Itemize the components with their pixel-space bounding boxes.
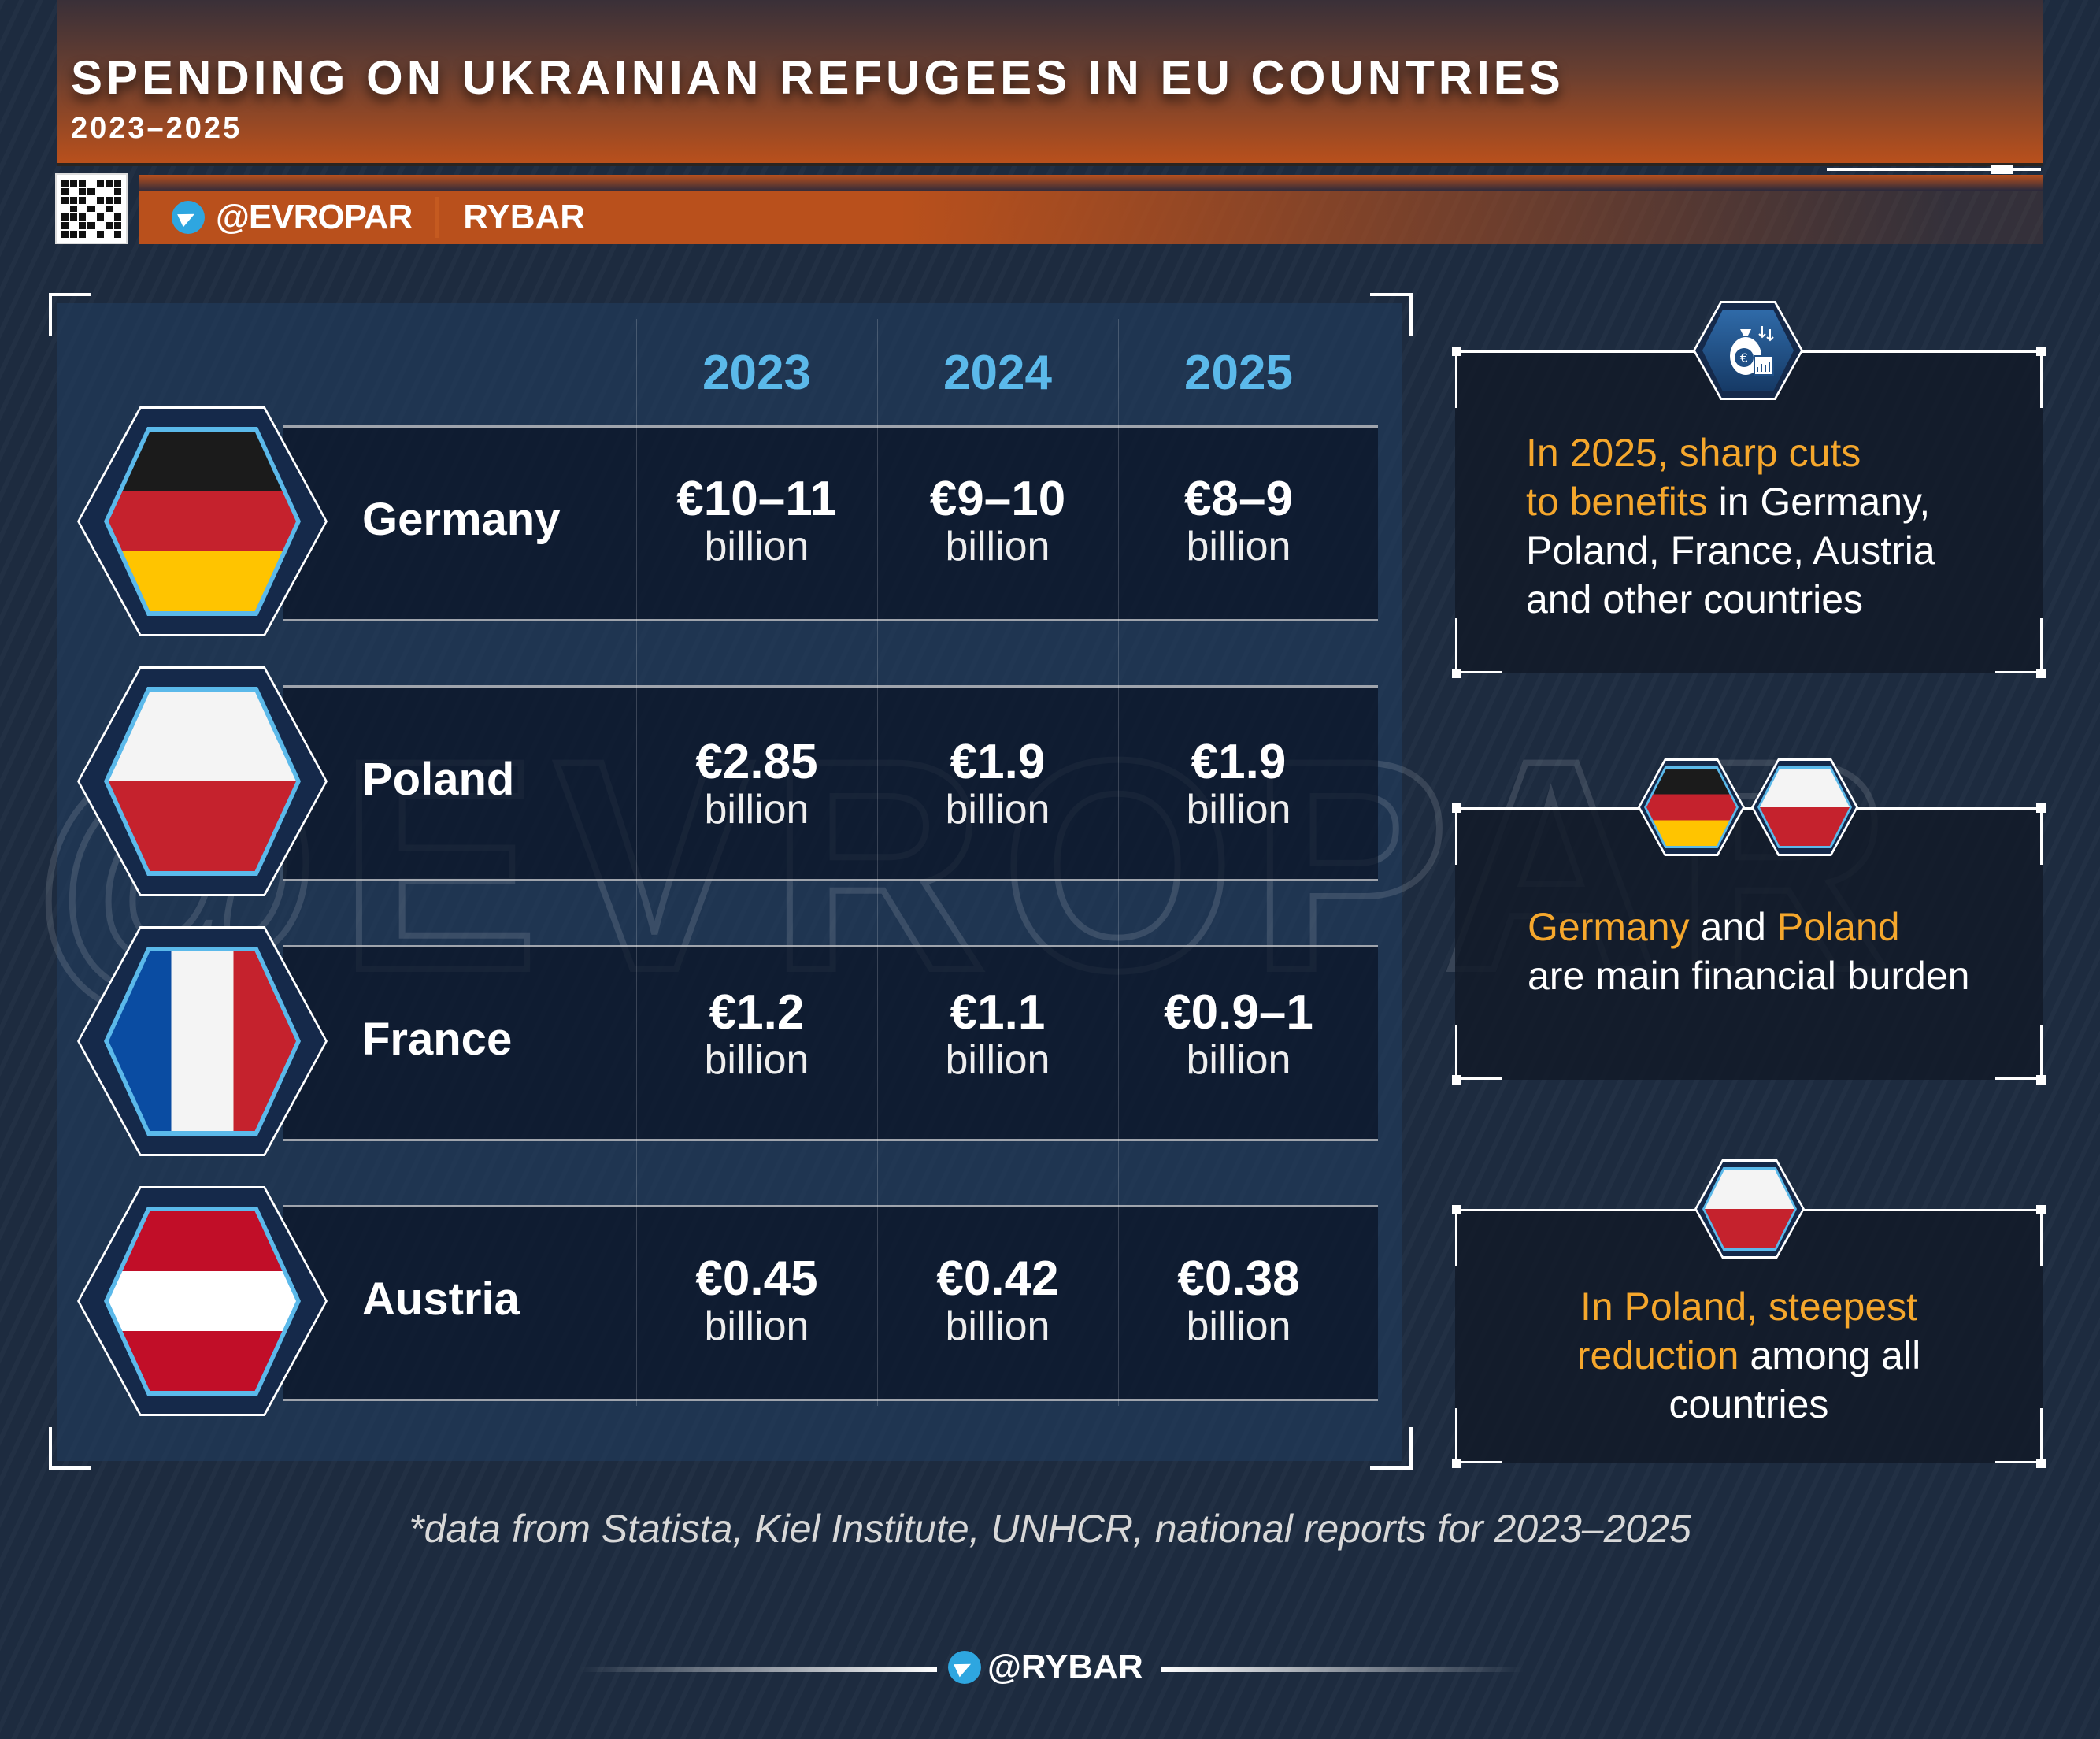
highlight-text: In 2025, sharp cuts xyxy=(1526,431,1861,475)
value-cell: €0.38 billion xyxy=(1177,1251,1300,1349)
source-note: *data from Statista, Kiel Institute, UNH… xyxy=(409,1507,1691,1551)
value-cell: €2.85 billion xyxy=(695,735,818,832)
page-title: SPENDING ON UKRAINIAN REFUGEES IN EU COU… xyxy=(71,51,1565,104)
footer-line xyxy=(1161,1667,1524,1672)
table-row-poland xyxy=(283,685,1378,881)
info-box-cuts: In 2025, sharp cuts to benefits in Germa… xyxy=(1452,347,2046,678)
frame-corner xyxy=(49,1427,91,1470)
value-cell: €1.1 billion xyxy=(945,985,1050,1083)
brand-name: RYBAR xyxy=(463,198,586,236)
highlight-text: Poland xyxy=(1776,905,1900,949)
value-cell: €1.9 billion xyxy=(945,735,1050,832)
decorative-knob xyxy=(1991,165,2013,174)
table-row-austria xyxy=(283,1205,1378,1401)
frame-corner xyxy=(1370,1427,1413,1470)
divider xyxy=(435,197,440,238)
germany-flag-icon xyxy=(77,406,328,636)
column-divider xyxy=(636,319,637,1406)
body-text: among all xyxy=(1739,1333,1921,1377)
footer-channel-link[interactable]: @RYBAR xyxy=(948,1648,1143,1687)
france-flag-icon xyxy=(77,926,328,1156)
channel-handle: @EVROPAR xyxy=(216,198,413,236)
value-cell: €0.9–1 billion xyxy=(1164,985,1313,1083)
value-cell: €9–10 billion xyxy=(929,472,1066,569)
body-text: are main financial burden xyxy=(1528,954,1970,998)
branding-strip-shade xyxy=(139,175,2043,191)
body-text: and other countries xyxy=(1526,577,1864,621)
poland-flag-icon xyxy=(1751,758,1858,856)
footer-handle: @RYBAR xyxy=(987,1648,1143,1686)
highlight-text: In Poland, steepest xyxy=(1580,1285,1918,1329)
year-header-2024: 2024 xyxy=(943,346,1052,400)
table-row-france xyxy=(283,945,1378,1141)
highlight-text: to benefits xyxy=(1526,480,1708,524)
frame-corner xyxy=(49,293,91,336)
year-header-2023: 2023 xyxy=(702,346,811,400)
channel-link[interactable]: @EVROPAR RYBAR xyxy=(172,197,585,238)
value-cell: €10–11 billion xyxy=(676,472,837,569)
info-box-burden: Germany and Poland are main financial bu… xyxy=(1452,803,2046,1085)
value-cell: €8–9 billion xyxy=(1184,472,1293,569)
value-cell: €1.9 billion xyxy=(1186,735,1291,832)
highlight-text: reduction xyxy=(1576,1333,1739,1377)
value-cell: €0.42 billion xyxy=(936,1251,1059,1349)
country-name: Germany xyxy=(362,494,561,545)
value-cell: €0.45 billion xyxy=(695,1251,818,1349)
country-name: Poland xyxy=(362,754,515,805)
svg-text:€: € xyxy=(1740,350,1748,365)
money-bag-decline-icon: € xyxy=(1693,301,1803,400)
frame-corner xyxy=(1370,293,1413,336)
country-name: France xyxy=(362,1014,513,1065)
highlight-text: Germany xyxy=(1528,905,1690,949)
body-text: in Germany, xyxy=(1707,480,1931,524)
body-text: countries xyxy=(1669,1382,1829,1426)
qr-code-icon[interactable] xyxy=(55,173,128,244)
decorative-line xyxy=(1827,168,2041,171)
column-divider xyxy=(1118,319,1119,1406)
page-subtitle: 2023–2025 xyxy=(71,112,243,145)
value-cell: €1.2 billion xyxy=(704,985,809,1083)
header-banner xyxy=(57,0,2043,166)
poland-flag-icon xyxy=(77,666,328,896)
column-divider xyxy=(877,319,878,1406)
body-text: Poland, France, Austria xyxy=(1526,528,1935,573)
footer-line xyxy=(579,1667,937,1672)
austria-flag-icon xyxy=(77,1186,328,1416)
year-header-2025: 2025 xyxy=(1184,346,1293,400)
telegram-icon xyxy=(172,201,205,234)
table-row-germany xyxy=(283,425,1378,621)
poland-flag-icon xyxy=(1694,1159,1805,1259)
germany-flag-icon xyxy=(1638,758,1745,856)
country-name: Austria xyxy=(362,1274,520,1325)
body-text: and xyxy=(1689,905,1777,949)
telegram-icon xyxy=(948,1651,981,1684)
